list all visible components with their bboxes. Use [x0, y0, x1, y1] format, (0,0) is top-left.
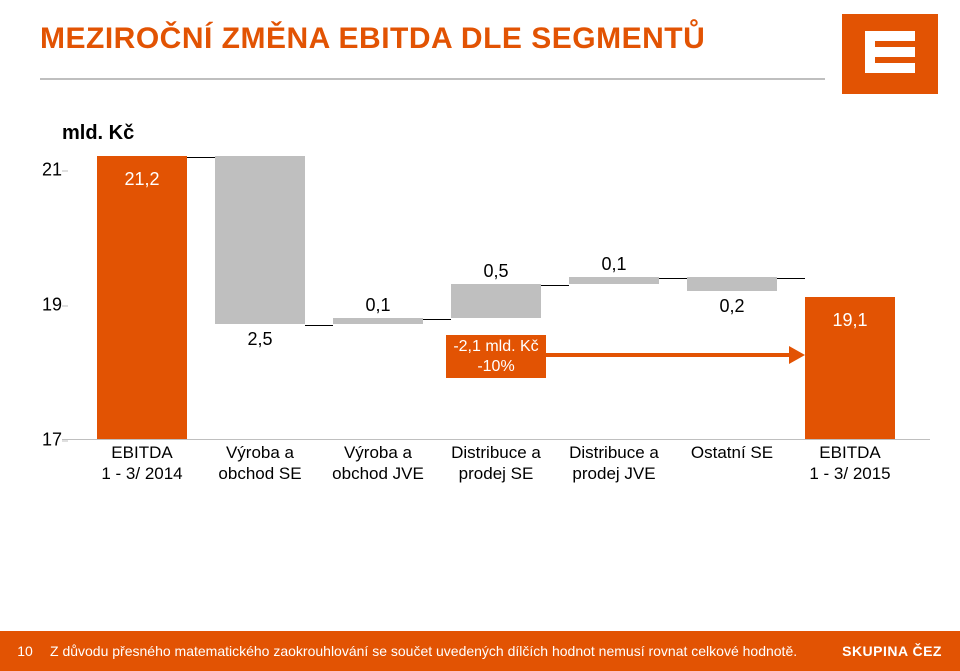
x-category-label: Výroba aobchod JVE	[332, 442, 424, 485]
connector-line	[187, 157, 215, 158]
x-category-label: Ostatní SE	[691, 442, 773, 463]
cez-logo-icon	[861, 27, 919, 82]
cez-logo	[842, 14, 938, 94]
connector-line	[659, 278, 687, 279]
x-category-label: EBITDA1 - 3/ 2015	[809, 442, 890, 485]
bar-value-label: 0,1	[365, 295, 390, 316]
bar-end	[97, 156, 187, 440]
bar-value-label: 21,2	[124, 169, 159, 190]
footer-note: Z důvodu přesného matematického zaokrouh…	[50, 643, 842, 659]
arrow-head-icon	[789, 346, 805, 364]
bar-float	[687, 277, 777, 291]
waterfall-chart: 171921 21,22,50,10,50,10,219,1-2,1 mld. …	[30, 170, 930, 470]
bar-value-label: 0,1	[601, 254, 626, 275]
connector-line	[423, 319, 451, 320]
x-category-label: Distribuce aprodej JVE	[569, 442, 659, 485]
bar-float	[333, 318, 423, 325]
delta-box: -2,1 mld. Kč-10%	[446, 335, 546, 377]
footer-brand: SKUPINA ČEZ	[842, 643, 960, 659]
x-category-label: Výroba aobchod SE	[218, 442, 301, 485]
title-underline	[40, 78, 825, 80]
connector-line	[777, 278, 805, 279]
y-tick: 19	[30, 295, 62, 316]
bar-value-label: 0,2	[719, 296, 744, 317]
y-tick: 17	[30, 430, 62, 451]
page: MEZIROČNÍ ZMĚNA EBITDA DLE SEGMENTŮ mld.…	[0, 0, 960, 671]
bar-value-label: 19,1	[832, 310, 867, 331]
x-category-label: Distribuce aprodej SE	[451, 442, 541, 485]
x-category-label: EBITDA1 - 3/ 2014	[101, 442, 182, 485]
connector-line	[541, 285, 569, 286]
bar-value-label: 0,5	[483, 261, 508, 282]
y-tick: 21	[30, 160, 62, 181]
unit-label: mld. Kč	[62, 122, 134, 145]
bar-float	[215, 156, 305, 325]
footer: 10 Z důvodu přesného matematického zaokr…	[0, 631, 960, 671]
bar-float	[451, 284, 541, 318]
page-title: MEZIROČNÍ ZMĚNA EBITDA DLE SEGMENTŮ	[40, 22, 705, 56]
connector-line	[305, 325, 333, 326]
arrow-line	[546, 353, 789, 357]
footer-page-number: 10	[0, 643, 50, 659]
plot-area: 21,2 2,5 0,1 0,5 0,1 0,2 19,1 -2,1 mld. Kč-10%	[62, 170, 930, 440]
bar-float	[569, 277, 659, 284]
bar-value-label: 2,5	[247, 329, 272, 350]
